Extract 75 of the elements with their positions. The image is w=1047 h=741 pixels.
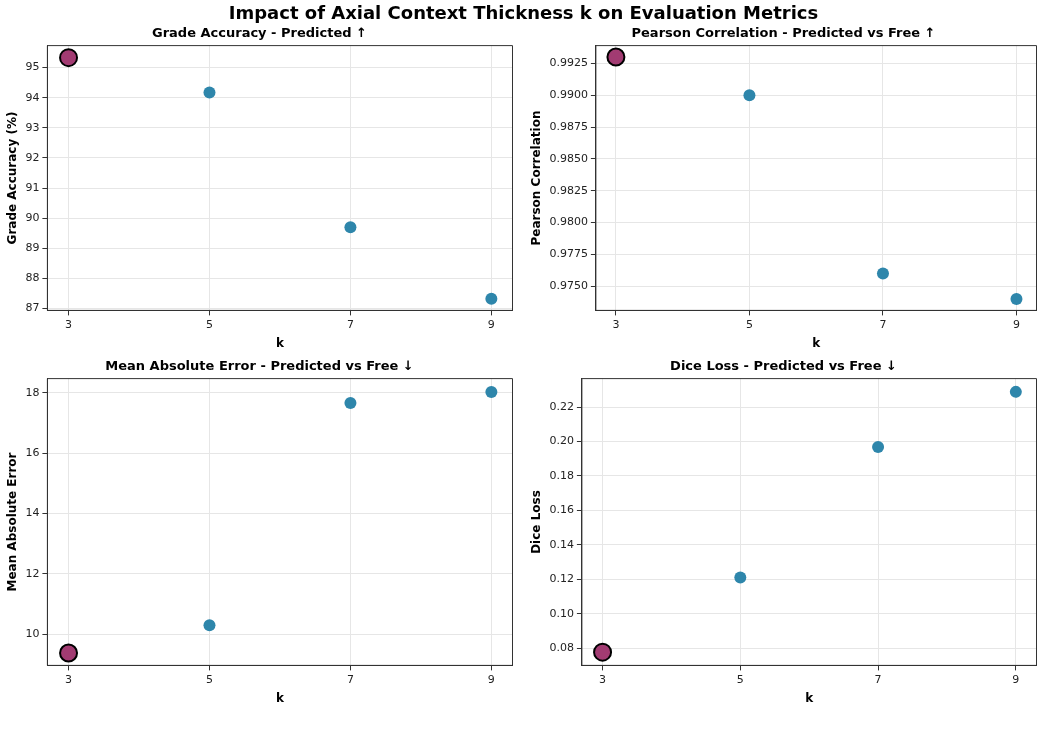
chart-title: Mean Absolute Error - Predicted vs Free ↓ xyxy=(105,358,414,374)
y-tick-label: 12 xyxy=(25,566,40,580)
x-tick-label: 7 xyxy=(874,672,882,686)
y-axis-title: Grade Accuracy (%) xyxy=(5,111,20,245)
y-tick-label: 90 xyxy=(25,211,40,225)
y-tick-label: 91 xyxy=(25,180,40,194)
point xyxy=(485,292,498,305)
y-tick-label: 0.9850 xyxy=(549,151,588,165)
y-tick-label: 87 xyxy=(25,301,40,315)
text: Impact of Axial Context Thickness k on Evaluation Metrics xyxy=(227,1,820,23)
y-tick-label: 0.10 xyxy=(549,606,574,620)
y-tick-label: 0.9800 xyxy=(549,215,588,229)
x-tick-label: 7 xyxy=(346,317,354,331)
y-tick-label: 16 xyxy=(25,446,40,460)
y-tick-label: 18 xyxy=(25,385,40,399)
y-tick-label: 0.9900 xyxy=(549,88,588,102)
y-tick-label: 0.20 xyxy=(549,434,574,448)
x-axis-title: k xyxy=(275,690,285,705)
point xyxy=(203,619,216,632)
x-tick-label: 3 xyxy=(65,317,73,331)
y-axis-title: Pearson Correlation xyxy=(529,110,544,246)
x-tick-label: 9 xyxy=(487,672,495,686)
point xyxy=(876,267,889,280)
point xyxy=(59,643,79,663)
y-tick-label: 10 xyxy=(25,627,40,641)
x-tick-label: 9 xyxy=(1012,672,1020,686)
x-tick-label: 3 xyxy=(612,317,620,331)
y-tick-label: 0.9775 xyxy=(549,247,588,261)
y-axis-title: Mean Absolute Error xyxy=(5,452,20,592)
chart-title: Grade Accuracy - Predicted ↑ xyxy=(151,25,368,41)
y-tick-label: 94 xyxy=(25,90,40,104)
point xyxy=(734,571,747,584)
y-tick-label: 93 xyxy=(25,120,40,134)
chart-title: Pearson Correlation - Predicted vs Free ↑ xyxy=(631,25,936,41)
y-tick-label: 0.16 xyxy=(549,503,574,517)
x-tick-label: 5 xyxy=(745,317,753,331)
y-tick-label: 0.18 xyxy=(549,468,574,482)
point xyxy=(485,385,498,398)
y-tick-label: 0.12 xyxy=(549,572,574,586)
x-tick-label: 5 xyxy=(736,672,744,686)
x-tick-label: 5 xyxy=(205,317,213,331)
x-axis-title: k xyxy=(805,690,815,705)
point xyxy=(593,642,613,662)
x-tick-label: 7 xyxy=(346,672,354,686)
y-tick-label: 0.22 xyxy=(549,399,574,413)
y-tick-label: 14 xyxy=(25,506,40,520)
y-tick-label: 0.9750 xyxy=(549,279,588,293)
y-tick-label: 0.9925 xyxy=(549,56,588,70)
x-axis-title: k xyxy=(275,335,285,350)
y-tick-label: 0.08 xyxy=(549,641,574,655)
point xyxy=(344,397,357,410)
x-tick-label: 9 xyxy=(487,317,495,331)
point xyxy=(1009,385,1022,398)
x-tick-label: 7 xyxy=(879,317,887,331)
point xyxy=(344,221,357,234)
point xyxy=(1010,292,1023,305)
x-axis-title: k xyxy=(812,335,822,350)
point xyxy=(203,86,216,99)
point xyxy=(59,48,79,68)
y-tick-label: 92 xyxy=(25,150,40,164)
point xyxy=(606,47,626,67)
y-tick-label: 0.9825 xyxy=(549,183,588,197)
y-tick-label: 0.14 xyxy=(549,537,574,551)
chart-title: Dice Loss - Predicted vs Free ↓ xyxy=(670,358,897,374)
y-tick-label: 0.9875 xyxy=(549,119,588,133)
y-tick-label: 95 xyxy=(25,60,40,74)
point xyxy=(872,441,885,454)
x-tick-label: 3 xyxy=(65,672,73,686)
y-tick-label: 88 xyxy=(25,271,40,285)
y-axis-title: Dice Loss xyxy=(529,490,544,554)
x-tick-label: 3 xyxy=(599,672,607,686)
x-tick-label: 9 xyxy=(1012,317,1020,331)
point xyxy=(743,89,756,102)
x-tick-label: 5 xyxy=(205,672,213,686)
y-tick-label: 89 xyxy=(25,241,40,255)
